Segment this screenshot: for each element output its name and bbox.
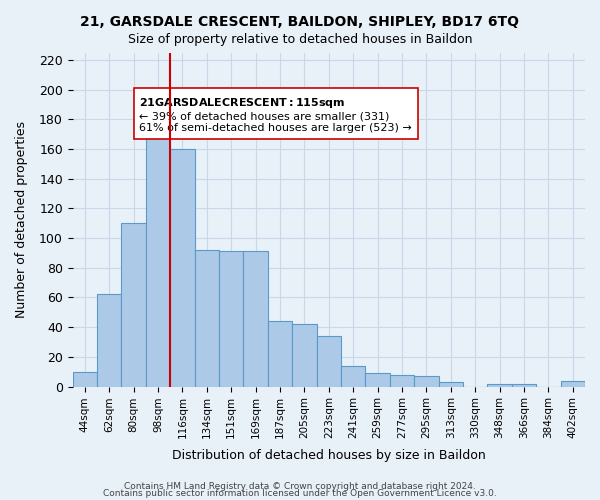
Bar: [73, 372, 97, 386]
Bar: [244, 252, 268, 386]
Bar: [292, 324, 317, 386]
Bar: [439, 382, 463, 386]
Text: $\bf{21 GARSDALE CRESCENT: 115sqm}$
← 39% of detached houses are smaller (331)
6: $\bf{21 GARSDALE CRESCENT: 115sqm}$ ← 39…: [139, 96, 412, 133]
Bar: [414, 376, 439, 386]
Text: Size of property relative to detached houses in Baildon: Size of property relative to detached ho…: [128, 32, 472, 46]
Bar: [146, 137, 170, 386]
Bar: [365, 373, 390, 386]
Y-axis label: Number of detached properties: Number of detached properties: [15, 121, 28, 318]
Bar: [268, 321, 292, 386]
Bar: [97, 294, 121, 386]
Text: 21, GARSDALE CRESCENT, BAILDON, SHIPLEY, BD17 6TQ: 21, GARSDALE CRESCENT, BAILDON, SHIPLEY,…: [80, 15, 520, 29]
Bar: [121, 223, 146, 386]
Bar: [219, 252, 244, 386]
Text: Contains public sector information licensed under the Open Government Licence v3: Contains public sector information licen…: [103, 489, 497, 498]
Bar: [194, 250, 219, 386]
Bar: [317, 336, 341, 386]
X-axis label: Distribution of detached houses by size in Baildon: Distribution of detached houses by size …: [172, 450, 486, 462]
Bar: [487, 384, 512, 386]
Bar: [341, 366, 365, 386]
Text: Contains HM Land Registry data © Crown copyright and database right 2024.: Contains HM Land Registry data © Crown c…: [124, 482, 476, 491]
Bar: [512, 384, 536, 386]
Bar: [560, 380, 585, 386]
Bar: [170, 149, 194, 386]
Bar: [390, 374, 414, 386]
